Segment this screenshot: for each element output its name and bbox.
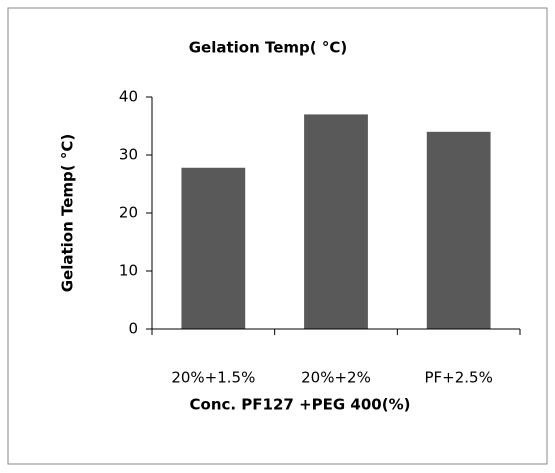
x-tick-label: 20%+2% <box>301 369 371 387</box>
y-tick-label: 40 <box>119 88 138 106</box>
y-tick-label: 30 <box>119 146 138 164</box>
bar <box>181 167 246 329</box>
x-tick-label: 20%+1.5% <box>171 369 255 387</box>
y-tick-label: 20 <box>119 204 138 222</box>
y-tick-label: 10 <box>119 262 138 280</box>
y-tick-label: 0 <box>128 320 138 338</box>
bar <box>426 131 491 329</box>
y-axis-label: Gelation Temp( °C) <box>59 134 77 293</box>
chart-title: Gelation Temp( °C) <box>189 39 348 57</box>
x-tick-label: PF+2.5% <box>424 369 492 387</box>
x-axis-label: Conc. PF127 +PEG 400(%) <box>190 396 411 414</box>
bar <box>304 114 368 330</box>
